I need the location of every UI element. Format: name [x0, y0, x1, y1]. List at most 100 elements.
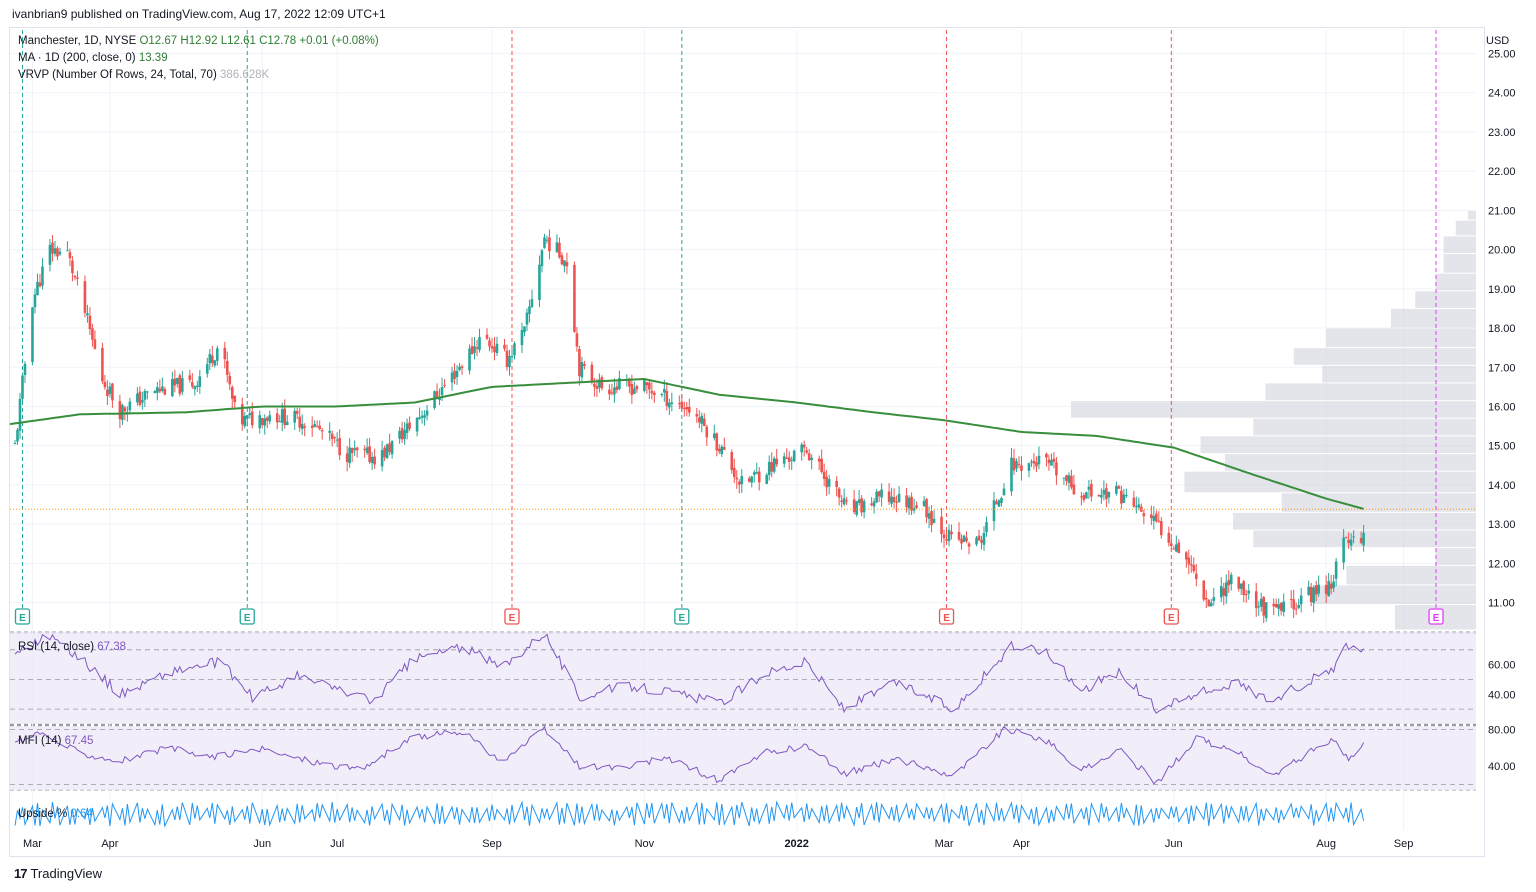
candle-body [523, 326, 526, 333]
candle-body [1080, 496, 1083, 498]
mfi-tick-label: 40.00 [1488, 761, 1516, 773]
candle-body [765, 474, 769, 484]
candle-body [91, 328, 94, 340]
candle-body [1135, 506, 1138, 508]
candle-body [176, 377, 179, 384]
candle-body [373, 456, 376, 465]
candle-body [1224, 582, 1228, 597]
candle-body [895, 501, 898, 503]
ma-label: MA · 1D (200, close, 0) [18, 52, 136, 64]
candle-body [1132, 497, 1136, 507]
candle-body [755, 472, 759, 474]
candle-body [1187, 557, 1191, 565]
candle-body [678, 403, 681, 405]
candle-body [800, 444, 803, 453]
candle-body [653, 392, 656, 396]
candle-body [1334, 561, 1338, 579]
candle-body [348, 447, 351, 464]
candle-body [1085, 492, 1088, 499]
candle-body [922, 500, 926, 506]
mfi-legend[interactable]: MFI (14) 67.45 [18, 735, 93, 747]
volume-profile-row [1435, 548, 1476, 565]
candle-body [1259, 598, 1263, 607]
candle-body [260, 417, 264, 426]
time-tick-label: Sep [1394, 838, 1414, 850]
candle-body [595, 386, 599, 389]
candle-body [1327, 580, 1330, 597]
candle-body [300, 423, 304, 430]
candle-body [767, 461, 771, 475]
candle-body [775, 458, 779, 465]
candle-body [912, 508, 916, 511]
candle-body [1137, 504, 1141, 508]
candle-body [71, 260, 74, 274]
candle-body [1045, 453, 1048, 458]
ma-legend[interactable]: MA · 1D (200, close, 0) 13.39 [18, 52, 168, 64]
candle-body [1352, 536, 1355, 538]
candle-body [770, 462, 774, 472]
earnings-badge [504, 608, 520, 625]
candle-body [1000, 497, 1003, 504]
time-tick-label: 2022 [784, 838, 808, 850]
candle-body [108, 386, 112, 395]
candle-body [1294, 608, 1298, 610]
candle-body [822, 471, 826, 479]
candle-body [315, 426, 319, 428]
candle-body [1082, 495, 1086, 500]
vrvp-legend[interactable]: VRVP (Number Of Rows, 24, Total, 70) 386… [18, 69, 269, 81]
candle-body [318, 425, 321, 430]
candle-body [1070, 475, 1073, 488]
candle-body [475, 347, 479, 349]
candle-body [565, 261, 569, 267]
price-tick-label: 13.00 [1488, 519, 1516, 531]
candle-body [36, 281, 39, 296]
rsi-legend[interactable]: RSI (14, close) 67.38 [18, 641, 126, 653]
candle-body [897, 493, 901, 502]
candle-body [1212, 597, 1216, 601]
candle-body [737, 481, 741, 485]
footer-branding[interactable]: 17 TradingView [14, 866, 102, 881]
candle-body [580, 362, 584, 378]
candle-body [205, 364, 209, 374]
candle-body [1117, 486, 1121, 489]
candle-body [51, 242, 54, 254]
candle-body [146, 391, 149, 393]
candle-body [855, 501, 858, 515]
candle-body [355, 447, 359, 451]
candle-body [872, 501, 876, 507]
close-value: C12.78 [259, 35, 297, 47]
candle-body [1102, 489, 1106, 495]
volume-profile-row [1253, 418, 1476, 436]
candle-body [540, 250, 544, 267]
candle-body [228, 375, 232, 385]
candle-body [363, 448, 366, 451]
currency-label: USD [1486, 35, 1509, 47]
main-legend[interactable]: Manchester, 1D, NYSE O12.67 H12.92 L12.6… [18, 35, 379, 47]
candle-body [103, 382, 107, 388]
candle-body [1172, 548, 1176, 550]
candle-body [163, 389, 167, 395]
volume-profile-row [1346, 565, 1476, 585]
candle-body [38, 282, 42, 287]
candle-body [66, 250, 69, 252]
candle-body [76, 277, 79, 279]
candle-body [1027, 463, 1031, 471]
candle-body [825, 476, 828, 488]
candle-body [1262, 596, 1266, 616]
candle-body [313, 424, 316, 427]
candle-body [880, 489, 883, 498]
candle-body [258, 415, 262, 429]
upside-legend[interactable]: Upside % 0.64 [18, 808, 93, 820]
candle-body [837, 488, 841, 498]
candle-body [453, 370, 456, 379]
earnings-badge [1428, 608, 1444, 625]
candle-body [635, 386, 639, 390]
rsi-value: 67.38 [97, 641, 127, 653]
candle-body [887, 491, 891, 502]
volume-profile-row [1071, 401, 1476, 418]
price-tick-label: 11.00 [1488, 598, 1515, 610]
rsi-pane: 40.00 60.00 [10, 632, 1516, 724]
candle-body [1329, 583, 1333, 589]
